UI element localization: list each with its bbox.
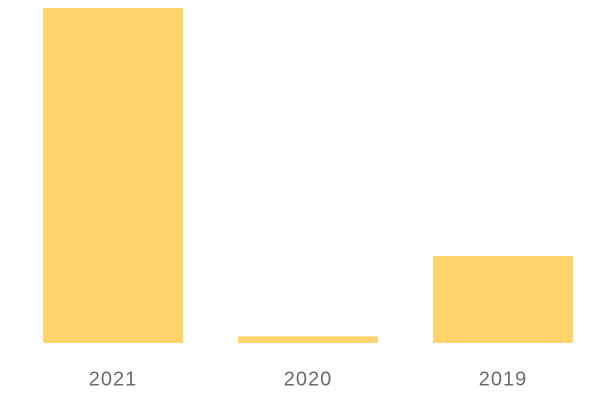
bar xyxy=(43,8,183,343)
bar xyxy=(238,336,378,343)
x-tick-label: 2021 xyxy=(89,368,138,390)
bar xyxy=(433,255,573,343)
x-tick-label: 2019 xyxy=(479,368,528,390)
x-tick-label: 2020 xyxy=(284,368,333,390)
